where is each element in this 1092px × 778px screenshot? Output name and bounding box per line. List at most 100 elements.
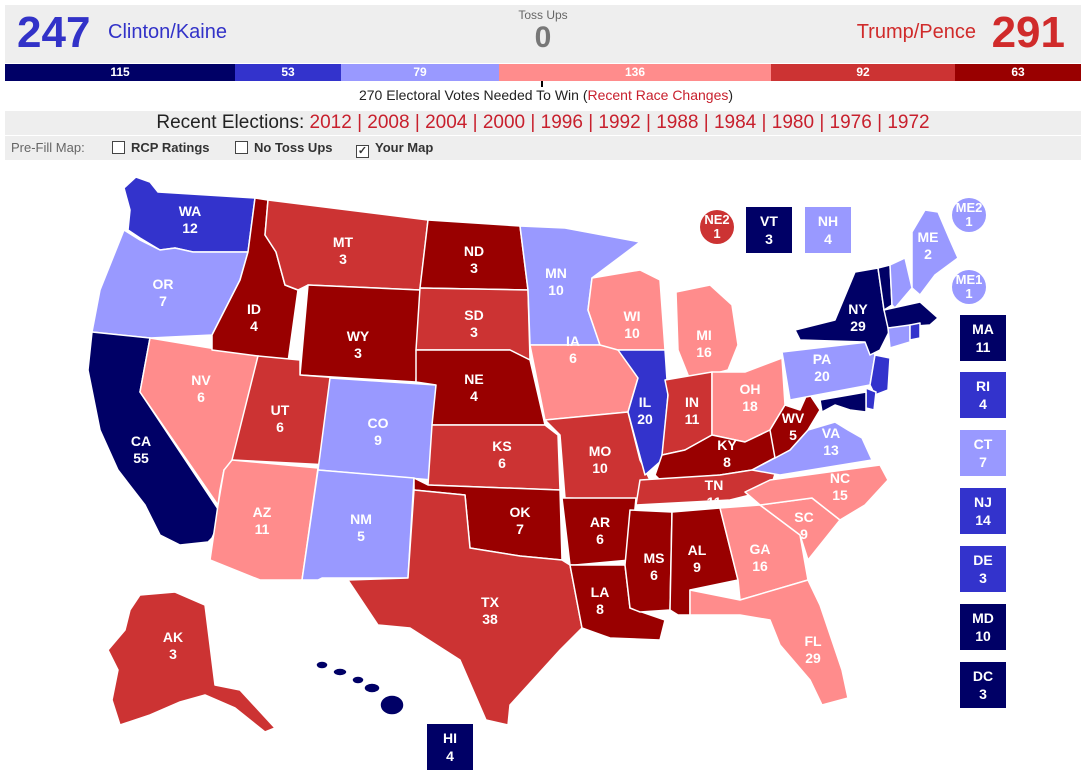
- label-ut: UT 6: [271, 402, 290, 435]
- label-tx: TX 38: [481, 594, 500, 627]
- label-ks: KS 6: [492, 438, 511, 471]
- bar-segment-lean-rep: 136: [499, 64, 771, 81]
- state-ri-shape[interactable]: [909, 322, 921, 341]
- bar-segment-likely-rep: 92: [771, 64, 955, 81]
- votes-needed-line: 270 Electoral Votes Needed To Win (Recen…: [0, 87, 1092, 103]
- district-me1[interactable]: ME1 1: [952, 270, 986, 304]
- box-vt[interactable]: VT 3: [746, 207, 792, 253]
- label-co: CO 9: [368, 415, 389, 448]
- rcp-ratings-option[interactable]: RCP Ratings: [112, 140, 210, 155]
- recent-elections-label: Recent Elections:: [156, 112, 305, 133]
- state-de-shape[interactable]: [865, 387, 877, 411]
- label-wa: WA 12: [179, 203, 202, 236]
- dem-electoral-count: 247: [17, 8, 91, 57]
- label-al: AL 9: [688, 542, 707, 575]
- state-nh-shape[interactable]: [889, 257, 913, 309]
- box-nj-ev: 14: [975, 512, 991, 528]
- label-or: OR 7: [153, 276, 174, 309]
- state-tx[interactable]: [347, 489, 583, 726]
- state-ma-shape[interactable]: [883, 301, 939, 329]
- label-sc: SC 9: [794, 509, 813, 542]
- bar-segment-safe-rep: 63: [955, 64, 1081, 81]
- label-sd: SD 3: [464, 307, 483, 340]
- label-ak: AK 3: [163, 629, 183, 662]
- box-vt-ev: 3: [765, 231, 773, 247]
- tossup-count: 0: [534, 21, 552, 54]
- label-nm: NM 5: [350, 511, 372, 544]
- label-tn: TN 11: [705, 477, 724, 510]
- box-dc[interactable]: DC 3: [960, 662, 1006, 708]
- box-ri[interactable]: RI 4: [960, 372, 1006, 418]
- state-ak[interactable]: [107, 591, 276, 733]
- label-ok: OK 7: [510, 504, 531, 537]
- label-nv: NV 6: [191, 372, 211, 405]
- rep-electoral-count: 291: [991, 8, 1065, 57]
- box-md[interactable]: MD 10: [960, 604, 1006, 650]
- year-link-2004[interactable]: 2004: [425, 112, 468, 133]
- label-ny: NY 29: [848, 301, 868, 334]
- your-map-option[interactable]: ✓ Your Map: [356, 140, 433, 158]
- state-ny[interactable]: [794, 267, 891, 356]
- year-link-1976[interactable]: 1976: [829, 112, 872, 133]
- district-ne2[interactable]: NE2 1: [700, 210, 734, 244]
- state-ne[interactable]: [415, 349, 546, 426]
- box-ma[interactable]: MA 11: [960, 315, 1006, 361]
- state-wv[interactable]: [769, 391, 821, 459]
- box-ma-ev: 11: [975, 339, 991, 355]
- year-link-1980[interactable]: 1980: [771, 112, 815, 133]
- year-link-2000[interactable]: 2000: [482, 112, 526, 133]
- box-de[interactable]: DE 3: [960, 546, 1006, 592]
- label-la: LA 8: [591, 584, 610, 617]
- year-link-1984[interactable]: 1984: [713, 112, 757, 133]
- box-ma-abbr: MA: [972, 321, 994, 337]
- district-ne2-ev: 1: [713, 226, 721, 241]
- label-ia: IA 6: [566, 333, 580, 366]
- state-me[interactable]: [911, 209, 959, 296]
- box-ct-abbr: CT: [973, 436, 993, 452]
- label-oh: OH 18: [740, 381, 761, 414]
- your-map-label: Your Map: [375, 140, 434, 155]
- box-nj[interactable]: NJ 14: [960, 488, 1006, 534]
- state-il[interactable]: [617, 349, 669, 476]
- box-ct-ev: 7: [979, 454, 987, 470]
- state-hi-islands[interactable]: [315, 660, 405, 716]
- year-link-1988[interactable]: 1988: [656, 112, 699, 133]
- state-nc[interactable]: [744, 464, 889, 521]
- bar-segment-likely-dem: 53: [235, 64, 341, 81]
- year-link-1972[interactable]: 1972: [887, 112, 930, 133]
- prefill-map-bar: Pre-Fill Map: RCP Ratings No Toss Ups ✓ Y…: [5, 136, 1081, 160]
- 270-marker: [541, 81, 543, 87]
- label-fl: FL 29: [804, 633, 822, 666]
- year-link-1992[interactable]: 1992: [598, 112, 641, 133]
- box-dc-ev: 3: [979, 686, 987, 702]
- district-ne2-abbr: NE2: [704, 212, 730, 227]
- state-ar[interactable]: [561, 497, 637, 566]
- year-link-2008[interactable]: 2008: [367, 112, 410, 133]
- no-toss-ups-checkbox[interactable]: [235, 141, 248, 154]
- state-az[interactable]: [209, 459, 319, 581]
- state-ks[interactable]: [427, 424, 561, 491]
- year-link-1996[interactable]: 1996: [540, 112, 583, 133]
- bar-segment-lean-dem: 79: [341, 64, 499, 81]
- state-fl[interactable]: [689, 579, 849, 706]
- state-mi[interactable]: [675, 284, 739, 381]
- rcp-ratings-checkbox[interactable]: [112, 141, 125, 154]
- box-dc-abbr: DC: [972, 668, 994, 684]
- recent-race-changes-link[interactable]: Recent Race Changes: [587, 87, 729, 103]
- no-toss-ups-label: No Toss Ups: [254, 140, 333, 155]
- district-me2[interactable]: ME2 1: [952, 198, 986, 232]
- box-nh[interactable]: NH 4: [805, 207, 851, 253]
- rep-candidate-name: Trump/Pence: [856, 21, 976, 43]
- no-toss-ups-option[interactable]: No Toss Ups: [235, 140, 333, 155]
- label-ca: CA 55: [131, 433, 151, 466]
- state-md-shape[interactable]: [819, 391, 867, 413]
- box-hi[interactable]: HI 4: [427, 724, 473, 770]
- label-va: VA 13: [822, 425, 840, 458]
- your-map-checkbox[interactable]: ✓: [356, 145, 369, 158]
- box-ct[interactable]: CT 7: [960, 430, 1006, 476]
- dem-candidate-name: Clinton/Kaine: [108, 21, 227, 43]
- state-nj-shape[interactable]: [869, 354, 891, 396]
- label-nc: NC 15: [830, 470, 850, 503]
- state-ct-shape[interactable]: [887, 324, 911, 349]
- year-link-2012[interactable]: 2012: [309, 112, 352, 133]
